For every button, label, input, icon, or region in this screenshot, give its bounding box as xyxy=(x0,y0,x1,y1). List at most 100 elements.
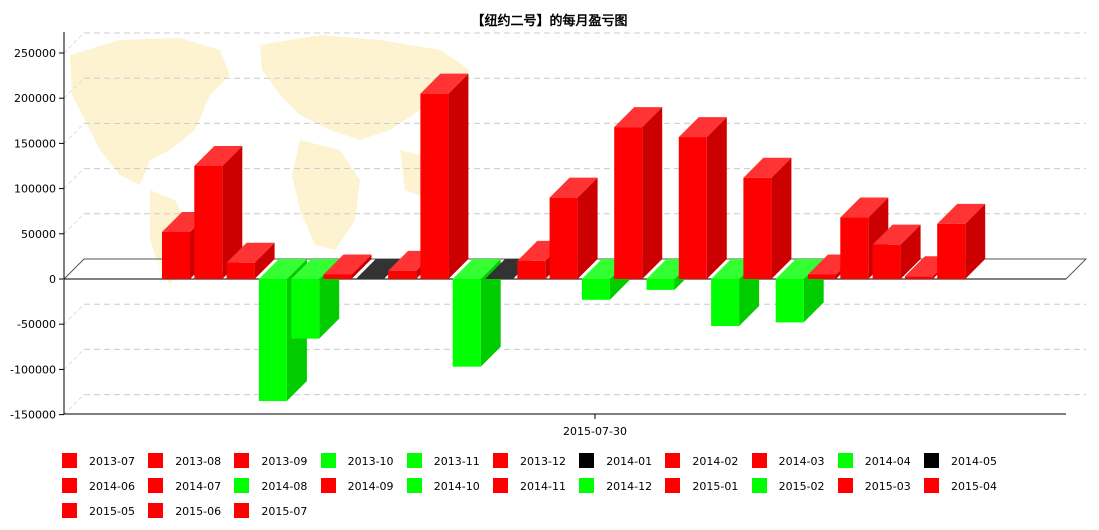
legend-label: 2015-05 xyxy=(89,505,135,518)
legend-swatch xyxy=(924,453,939,468)
gridline-diagonal xyxy=(63,394,85,415)
bar-front xyxy=(904,276,933,279)
legend-swatch xyxy=(234,453,250,468)
y-tick-label: 50000 xyxy=(21,228,56,241)
bar-top xyxy=(872,224,921,245)
gridline-diagonal xyxy=(63,32,85,54)
legend-label: 2014-08 xyxy=(261,480,308,493)
legend-swatch xyxy=(234,478,250,493)
legend-label: 2013-12 xyxy=(520,455,566,468)
bar-front xyxy=(646,279,675,290)
bar-top xyxy=(420,73,469,94)
legend-label: 2013-11 xyxy=(433,455,480,468)
bar-top xyxy=(678,117,727,138)
legend-label: 2014-11 xyxy=(520,480,566,493)
legend-label: 2015-07 xyxy=(261,505,308,518)
bar-front xyxy=(775,279,804,323)
bar-front xyxy=(452,279,481,367)
legend-swatch xyxy=(924,478,939,493)
gridline-diagonal xyxy=(63,123,85,144)
legend-label: 2014-01 xyxy=(606,455,653,468)
bar-2014-07 xyxy=(549,177,598,279)
bar-front xyxy=(258,279,287,402)
bar-2014-04 xyxy=(452,259,501,367)
legend-label: 2014-03 xyxy=(778,455,825,468)
bar-front xyxy=(678,137,707,279)
gridline-diagonal xyxy=(63,77,85,99)
bar-side xyxy=(222,146,243,279)
legend-swatch xyxy=(751,453,767,468)
bar-front xyxy=(549,197,578,279)
legend-swatch xyxy=(62,503,77,518)
bar-front xyxy=(711,279,740,327)
legend-label: 2013-07 xyxy=(89,455,135,468)
y-tick-label: 150000 xyxy=(14,137,56,150)
legend-swatch xyxy=(148,478,164,493)
bar-top xyxy=(291,259,340,279)
bar-side xyxy=(706,117,727,280)
world-map-watermark-icon xyxy=(70,35,470,285)
legend-label: 2013-08 xyxy=(175,455,222,468)
legend-swatch xyxy=(579,453,595,468)
bar-top xyxy=(452,259,501,279)
bar-2014-01 xyxy=(355,259,404,279)
legend-label: 2015-04 xyxy=(951,480,997,493)
y-tick-label: 250000 xyxy=(14,47,56,60)
legend-swatch xyxy=(62,453,77,468)
bar-top xyxy=(258,259,307,279)
bar-top xyxy=(743,157,792,178)
legend-swatch xyxy=(751,478,767,493)
bar-front xyxy=(808,274,836,279)
bar-2015-01 xyxy=(743,157,792,279)
legend-swatch xyxy=(148,453,164,468)
legend-swatch xyxy=(234,503,250,518)
bar-top xyxy=(840,197,889,218)
bar-top xyxy=(549,177,598,198)
legend-swatch xyxy=(579,478,595,493)
y-tick-label: -150000 xyxy=(10,409,56,422)
bar-side xyxy=(254,242,275,279)
legend-swatch xyxy=(148,503,164,518)
bar-2014-03 xyxy=(420,73,469,280)
bar-front xyxy=(226,262,255,279)
legend-label: 2014-05 xyxy=(951,455,997,468)
bar-front xyxy=(872,244,901,279)
legend-label: 2014-02 xyxy=(692,455,739,468)
bar-2015-05 xyxy=(872,224,921,279)
legend-swatch xyxy=(493,478,508,493)
y-tick-label: 200000 xyxy=(14,92,56,105)
legend-swatch xyxy=(406,478,422,493)
x-axis-label: 2015-07-30 xyxy=(563,425,627,438)
bar-front xyxy=(614,127,643,280)
bar-side xyxy=(900,224,921,279)
legend-swatch xyxy=(665,478,681,493)
bar-front xyxy=(743,177,772,279)
bar-2015-07 xyxy=(937,203,986,279)
legend-swatch xyxy=(665,453,681,468)
bar-top xyxy=(937,203,986,224)
legend-label: 2014-04 xyxy=(864,455,911,468)
y-tick-label: 0 xyxy=(49,273,56,286)
legend-label: 2014-10 xyxy=(433,480,480,493)
bar-front xyxy=(388,270,417,279)
bar-2013-09 xyxy=(226,242,275,279)
legend-swatch xyxy=(62,478,77,493)
bar-side xyxy=(965,203,986,279)
y-tick-label: 100000 xyxy=(14,183,56,196)
legend-swatch xyxy=(837,478,853,493)
legend-label: 2014-07 xyxy=(175,480,222,493)
bar-front xyxy=(517,260,546,279)
bar-front xyxy=(420,93,449,280)
legend-label: 2015-02 xyxy=(778,480,825,493)
bar-top xyxy=(614,107,663,128)
bar-2014-11 xyxy=(678,117,727,280)
bar-front xyxy=(323,274,352,279)
legend-swatch xyxy=(406,453,422,468)
legend-swatch xyxy=(320,453,336,468)
gridline-diagonal xyxy=(63,168,85,189)
bar-2013-12 xyxy=(323,254,372,279)
y-tick-label: -100000 xyxy=(10,363,56,376)
legend-label: 2015-03 xyxy=(864,480,911,493)
bar-top xyxy=(323,254,372,275)
